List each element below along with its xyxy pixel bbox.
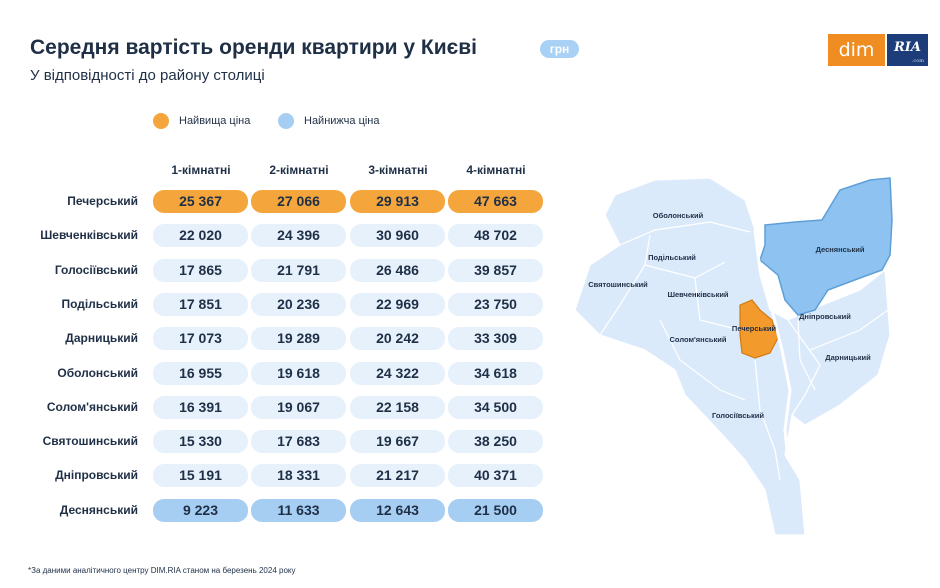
map-desnianskyi-area — [759, 177, 893, 316]
row-label: Дніпровський — [55, 468, 138, 482]
price-cell: 29 913 — [350, 190, 445, 213]
column-header: 2-кімнатні — [269, 163, 329, 177]
price-cell: 27 066 — [251, 190, 346, 213]
map-pecherskyi-area — [739, 299, 779, 359]
map-label-sviatoshynskyi: Святошинський — [588, 280, 648, 289]
price-cell: 15 330 — [153, 430, 248, 453]
page-title: Середня вартість оренди квартири у Києві — [30, 36, 477, 59]
row-label: Оболонський — [57, 366, 138, 380]
map-label-solomianskyi: Солом'янський — [670, 335, 727, 344]
price-cell: 20 242 — [350, 327, 445, 350]
price-cell: 15 191 — [153, 464, 248, 487]
price-cell: 30 960 — [350, 224, 445, 247]
row-label: Святошинський — [42, 434, 138, 448]
legend-lowest-dot — [278, 113, 294, 129]
legend-highest-label: Найвища ціна — [179, 115, 251, 127]
row-label: Печерський — [67, 194, 138, 208]
map-label-dniprovskyi: Дніпровський — [799, 312, 851, 321]
price-cell: 22 969 — [350, 293, 445, 316]
price-cell: 16 391 — [153, 396, 248, 419]
price-cell: 47 663 — [448, 190, 543, 213]
column-header: 3-кімнатні — [368, 163, 428, 177]
price-cell: 16 955 — [153, 362, 248, 385]
source-footnote: *За даними аналітичного центру DIM.RIA с… — [28, 566, 296, 575]
map-label-darnytskyi: Дарницький — [825, 353, 871, 362]
price-cell: 21 217 — [350, 464, 445, 487]
page-subtitle: У відповідності до району столиці — [30, 67, 265, 84]
map-label-desnianskyi: Деснянський — [816, 245, 865, 254]
map-boundaries — [599, 221, 889, 481]
row-label: Шевченківський — [40, 228, 138, 242]
unit-badge: грн — [540, 40, 579, 58]
price-cell: 25 367 — [153, 190, 248, 213]
price-cell: 39 857 — [448, 259, 543, 282]
price-cell: 34 500 — [448, 396, 543, 419]
price-cell: 22 158 — [350, 396, 445, 419]
map-label-podilskyi: Подільський — [648, 253, 696, 262]
price-cell: 24 322 — [350, 362, 445, 385]
map-river — [753, 229, 792, 461]
legend-item-lowest: Найнижча ціна — [278, 112, 380, 130]
map-label-shevchenkivskyi: Шевченківський — [667, 290, 728, 299]
kyiv-district-map: Оболонський Подільський Святошинський Ше… — [574, 177, 893, 536]
logo-ria-part: RIA .com — [887, 34, 928, 66]
price-cell: 21 791 — [251, 259, 346, 282]
legend-highest-dot — [153, 113, 169, 129]
logo-ria-domain: .com — [911, 58, 924, 64]
price-cell: 19 618 — [251, 362, 346, 385]
price-cell: 19 289 — [251, 327, 346, 350]
price-cell: 19 667 — [350, 430, 445, 453]
row-label: Голосіївський — [54, 263, 138, 277]
price-cell: 11 633 — [251, 499, 346, 522]
logo-ria-text: RIA — [894, 40, 921, 55]
dim-ria-logo[interactable]: dim RIA .com — [828, 34, 928, 66]
column-header: 4-кімнатні — [466, 163, 526, 177]
price-cell: 34 618 — [448, 362, 543, 385]
price-cell: 24 396 — [251, 224, 346, 247]
price-cell: 17 683 — [251, 430, 346, 453]
logo-dim-part: dim — [828, 34, 885, 66]
price-cell: 23 750 — [448, 293, 543, 316]
price-cell: 17 073 — [153, 327, 248, 350]
price-cell: 17 865 — [153, 259, 248, 282]
price-cell: 48 702 — [448, 224, 543, 247]
legend-item-highest: Найвища ціна — [153, 112, 250, 130]
row-label: Деснянський — [59, 503, 138, 517]
price-cell: 9 223 — [153, 499, 248, 522]
row-label: Дарницький — [65, 331, 138, 345]
row-label: Подільський — [61, 297, 138, 311]
price-cell: 20 236 — [251, 293, 346, 316]
map-label-pecherskyi: Печерський — [732, 324, 777, 333]
price-cell: 38 250 — [448, 430, 543, 453]
price-cell: 17 851 — [153, 293, 248, 316]
price-cell: 40 371 — [448, 464, 543, 487]
price-cell: 19 067 — [251, 396, 346, 419]
map-label-holosiivskyi: Голосіївський — [712, 411, 764, 420]
column-header: 1-кімнатні — [171, 163, 231, 177]
price-cell: 21 500 — [448, 499, 543, 522]
map-label-obolonskyi: Оболонський — [653, 211, 704, 220]
price-cell: 12 643 — [350, 499, 445, 522]
price-cell: 22 020 — [153, 224, 248, 247]
price-cell: 18 331 — [251, 464, 346, 487]
price-cell: 26 486 — [350, 259, 445, 282]
row-label: Солом'янський — [46, 400, 138, 414]
price-cell: 33 309 — [448, 327, 543, 350]
legend-lowest-label: Найнижча ціна — [304, 115, 380, 127]
